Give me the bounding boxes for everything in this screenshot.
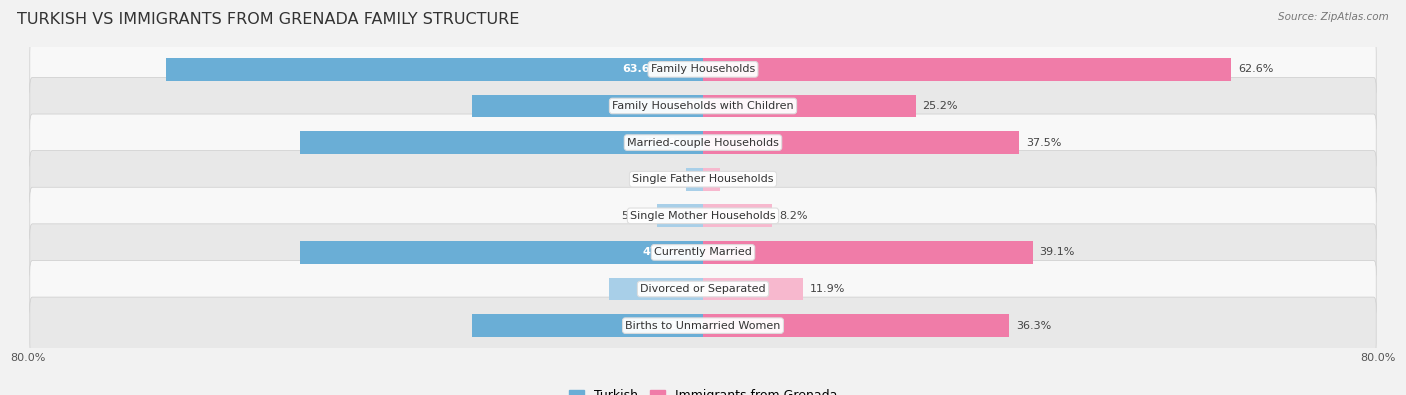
Text: 11.2%: 11.2% <box>689 284 727 294</box>
Text: 62.6%: 62.6% <box>1237 64 1274 74</box>
Text: Currently Married: Currently Married <box>654 247 752 258</box>
Bar <box>703 205 772 227</box>
Text: Source: ZipAtlas.com: Source: ZipAtlas.com <box>1278 12 1389 22</box>
Text: Family Households: Family Households <box>651 64 755 74</box>
Text: Single Father Households: Single Father Households <box>633 174 773 184</box>
Bar <box>472 95 703 117</box>
Text: 5.5%: 5.5% <box>621 211 650 221</box>
Bar <box>166 58 703 81</box>
Text: Family Households with Children: Family Households with Children <box>612 101 794 111</box>
Text: 11.9%: 11.9% <box>810 284 845 294</box>
Text: 36.3%: 36.3% <box>1017 321 1052 331</box>
Bar <box>703 314 1010 337</box>
FancyBboxPatch shape <box>30 297 1376 354</box>
Text: 2.0%: 2.0% <box>727 174 755 184</box>
Legend: Turkish, Immigrants from Grenada: Turkish, Immigrants from Grenada <box>564 384 842 395</box>
Text: 27.4%: 27.4% <box>668 101 707 111</box>
Text: 37.5%: 37.5% <box>1026 137 1062 148</box>
Text: 8.2%: 8.2% <box>779 211 807 221</box>
Text: 63.6%: 63.6% <box>623 64 661 74</box>
Bar <box>703 168 720 190</box>
Bar <box>686 168 703 190</box>
Text: Single Mother Households: Single Mother Households <box>630 211 776 221</box>
FancyBboxPatch shape <box>30 187 1376 245</box>
Text: Births to Unmarried Women: Births to Unmarried Women <box>626 321 780 331</box>
Text: 2.0%: 2.0% <box>651 174 679 184</box>
FancyBboxPatch shape <box>30 114 1376 171</box>
Text: Married-couple Households: Married-couple Households <box>627 137 779 148</box>
Bar <box>299 131 703 154</box>
FancyBboxPatch shape <box>30 41 1376 98</box>
Text: 47.8%: 47.8% <box>643 247 682 258</box>
Bar <box>703 95 915 117</box>
Bar <box>472 314 703 337</box>
FancyBboxPatch shape <box>30 150 1376 208</box>
Text: 39.1%: 39.1% <box>1039 247 1076 258</box>
FancyBboxPatch shape <box>30 77 1376 135</box>
Bar <box>703 131 1019 154</box>
Bar <box>703 58 1232 81</box>
Text: Divorced or Separated: Divorced or Separated <box>640 284 766 294</box>
FancyBboxPatch shape <box>30 224 1376 281</box>
Bar <box>703 278 803 300</box>
Bar <box>703 241 1033 264</box>
FancyBboxPatch shape <box>30 260 1376 318</box>
Text: 27.4%: 27.4% <box>668 321 707 331</box>
Bar <box>609 278 703 300</box>
Text: TURKISH VS IMMIGRANTS FROM GRENADA FAMILY STRUCTURE: TURKISH VS IMMIGRANTS FROM GRENADA FAMIL… <box>17 12 519 27</box>
Text: 47.8%: 47.8% <box>643 137 682 148</box>
Text: 25.2%: 25.2% <box>922 101 957 111</box>
Bar <box>299 241 703 264</box>
Bar <box>657 205 703 227</box>
